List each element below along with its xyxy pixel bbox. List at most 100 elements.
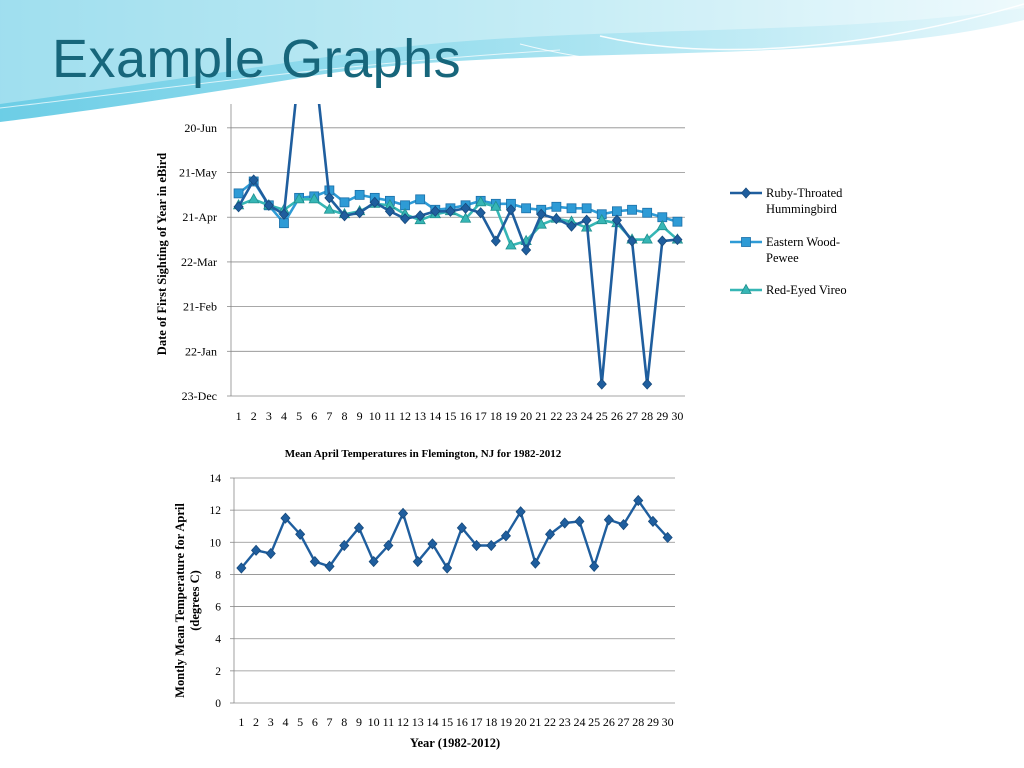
y-tick-label: 6: [215, 602, 221, 614]
data-point: [618, 519, 629, 531]
x-tick-label: 21: [535, 409, 547, 423]
y-axis-title: Montly Mean Temperature for April(degree…: [173, 503, 202, 698]
x-tick-label: 6: [312, 715, 318, 729]
data-point: [293, 193, 305, 204]
y-tick-label: 2: [215, 666, 221, 678]
x-tick-label: 12: [397, 715, 409, 729]
x-tick-label: 28: [641, 409, 653, 423]
data-point: [641, 233, 653, 244]
data-point: [596, 213, 608, 225]
y-tick-label: 21-Feb: [183, 300, 217, 314]
data-point: [551, 213, 562, 225]
x-tick-label: 29: [647, 715, 659, 729]
data-point: [324, 560, 335, 572]
chart-title: Mean April Temperatures in Flemington, N…: [285, 448, 562, 460]
series-temperature: [236, 494, 673, 574]
data-point: [339, 539, 350, 552]
x-tick-label: 15: [441, 715, 453, 729]
legend-marker: [740, 187, 752, 199]
data-point: [626, 235, 638, 247]
x-tick-label: 5: [297, 715, 303, 729]
x-tick-label: 28: [632, 715, 644, 729]
series-line: [237, 104, 678, 386]
data-point: [295, 528, 306, 540]
data-point: [627, 204, 637, 215]
x-tick-label: 21: [529, 715, 541, 729]
x-tick-label: 3: [266, 409, 272, 423]
x-tick-label: 3: [268, 715, 274, 729]
x-tick-label: 25: [588, 715, 600, 729]
x-tick-label: 9: [357, 409, 363, 423]
x-tick-label: 6: [311, 409, 317, 423]
data-point: [672, 233, 683, 246]
data-point: [236, 562, 247, 574]
data-point: [471, 539, 482, 552]
x-tick-label: 30: [671, 409, 683, 423]
data-point: [596, 378, 607, 390]
x-tick-label: 24: [573, 715, 585, 729]
data-point: [460, 202, 471, 214]
data-point: [251, 544, 262, 556]
data-point: [521, 203, 531, 214]
data-point: [475, 207, 486, 219]
data-point: [430, 205, 441, 217]
x-tick-label: 4: [281, 409, 287, 423]
data-point: [656, 219, 668, 231]
data-point: [672, 216, 683, 227]
x-tick-label: 20: [520, 409, 532, 423]
data-point: [574, 515, 585, 527]
data-point: [354, 207, 365, 219]
data-point: [657, 235, 668, 247]
y-tick-label: 4: [215, 634, 221, 646]
x-tick-label: 10: [369, 409, 381, 423]
data-point: [383, 539, 394, 552]
x-tick-label: 18: [485, 715, 497, 729]
data-point: [412, 555, 423, 568]
x-tick-label: 25: [596, 409, 608, 423]
data-point: [642, 378, 653, 390]
data-point: [278, 208, 290, 220]
data-point: [611, 214, 622, 226]
data-point: [427, 538, 438, 550]
x-tick-label: 12: [399, 409, 411, 423]
x-tick-label: 29: [656, 409, 668, 423]
data-point: [536, 208, 547, 220]
x-tick-label: 19: [505, 409, 517, 423]
x-tick-label: 13: [412, 715, 424, 729]
x-tick-label: 16: [456, 715, 468, 729]
data-point: [415, 194, 426, 205]
data-point: [566, 220, 577, 232]
data-point: [530, 557, 541, 569]
x-tick-label: 10: [368, 715, 380, 729]
data-point: [368, 555, 379, 568]
data-point: [490, 200, 502, 211]
x-tick-label: 24: [581, 409, 593, 423]
y-tick-label: 12: [210, 505, 222, 517]
x-tick-label: 17: [475, 409, 487, 423]
x-tick-label: 27: [618, 715, 630, 729]
data-point: [415, 210, 426, 222]
data-point: [323, 203, 336, 214]
data-point: [456, 522, 467, 534]
x-tick-label: 17: [471, 715, 483, 729]
data-point: [603, 514, 614, 526]
x-tick-label: 26: [603, 715, 615, 729]
data-point: [233, 201, 244, 213]
data-point: [581, 214, 592, 226]
y-tick-label: 10: [210, 537, 222, 549]
x-tick-label: 5: [296, 409, 302, 423]
y-tick-label: 20-Jun: [184, 121, 217, 135]
data-point: [339, 197, 350, 208]
y-tick-label: 23-Dec: [182, 389, 217, 403]
data-point: [581, 203, 592, 214]
x-tick-label: 16: [460, 409, 472, 423]
x-tick-label: 22: [544, 715, 556, 729]
data-point: [500, 530, 511, 542]
x-tick-label: 1: [238, 715, 244, 729]
y-tick-label: 22-Jan: [185, 344, 217, 358]
legend-label: Red-Eyed Vireo: [766, 283, 847, 297]
y-tick-label: 0: [215, 698, 221, 710]
data-point: [490, 235, 501, 247]
